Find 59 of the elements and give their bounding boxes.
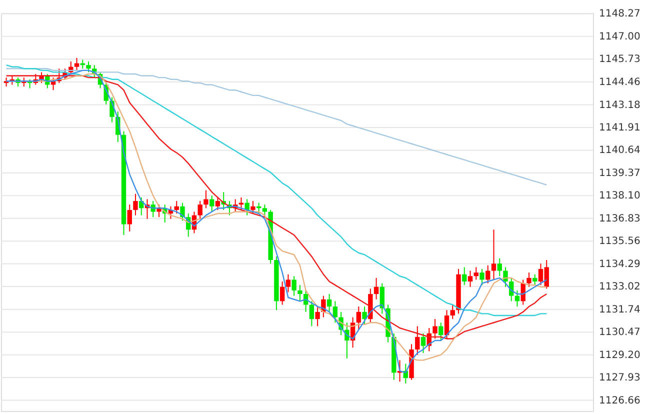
- y-tick-label: 1138.10: [599, 190, 640, 202]
- candlestick: [74, 57, 80, 71]
- line-series: [6, 68, 548, 186]
- candlestick: [332, 300, 338, 324]
- candlestick: [204, 190, 208, 209]
- y-tick-label: 1145.73: [599, 54, 640, 66]
- y-tick-label: 1148.27: [599, 8, 640, 20]
- candlestick: [356, 306, 362, 330]
- candlestick: [532, 274, 538, 286]
- y-tick-label: 1134.29: [599, 258, 640, 270]
- candlestick: [415, 326, 420, 356]
- y-tick-label: 1147.00: [599, 31, 640, 42]
- y-tick-label: 1135.56: [599, 236, 640, 248]
- y-tick-label: 1140.64: [599, 145, 640, 156]
- y-tick-label: 1133.02: [599, 282, 640, 292]
- y-tick-label: 1144.46: [599, 76, 640, 88]
- candlestick: [468, 270, 473, 288]
- candlestick: [180, 202, 185, 222]
- candlestick: [374, 277, 379, 300]
- candlestick: [503, 266, 508, 288]
- candlestick: [250, 200, 256, 214]
- y-tick-label: 1141.91: [599, 122, 640, 134]
- candlestick: [133, 193, 138, 216]
- candlestick: [292, 276, 296, 296]
- candlestick: [526, 272, 532, 288]
- candlestick: [444, 310, 450, 340]
- candlestick: [127, 204, 132, 232]
- candlestick: [486, 264, 490, 284]
- candlestick: [280, 280, 285, 306]
- candlestick: [262, 204, 268, 218]
- y-tick-label: 1143.18: [599, 100, 640, 111]
- y-tick-label: 1131.74: [599, 304, 640, 316]
- y-tick-label: 1130.47: [599, 327, 640, 338]
- candlestick: [286, 274, 291, 293]
- candlestick: [462, 266, 467, 286]
- candlestick: [215, 196, 220, 210]
- candlestick: [491, 229, 496, 280]
- candlestick: [244, 198, 250, 216]
- candlestick: [198, 200, 202, 220]
- y-tick-label: 1139.37: [599, 168, 640, 179]
- candlestick: [420, 332, 426, 354]
- candlestick: [450, 304, 455, 320]
- y-tick-label: 1129.20: [599, 350, 640, 361]
- candlestick: [309, 300, 314, 327]
- candlestick: [209, 195, 214, 212]
- candlestick: [298, 284, 302, 302]
- candlestick: [315, 306, 320, 327]
- candlestick: [326, 294, 332, 312]
- candlestick: [86, 60, 91, 73]
- y-tick-label: 1127.93: [599, 372, 640, 384]
- candlestick: [474, 266, 478, 280]
- candlestick: [497, 258, 502, 277]
- candlestick: [480, 268, 484, 286]
- candlestick: [432, 318, 438, 340]
- y-tick-label: 1136.83: [599, 213, 640, 224]
- y-tick-label: 1126.66: [599, 395, 640, 406]
- candlestick: [174, 200, 179, 214]
- candlestick: [362, 306, 367, 325]
- candlestick: [438, 322, 444, 342]
